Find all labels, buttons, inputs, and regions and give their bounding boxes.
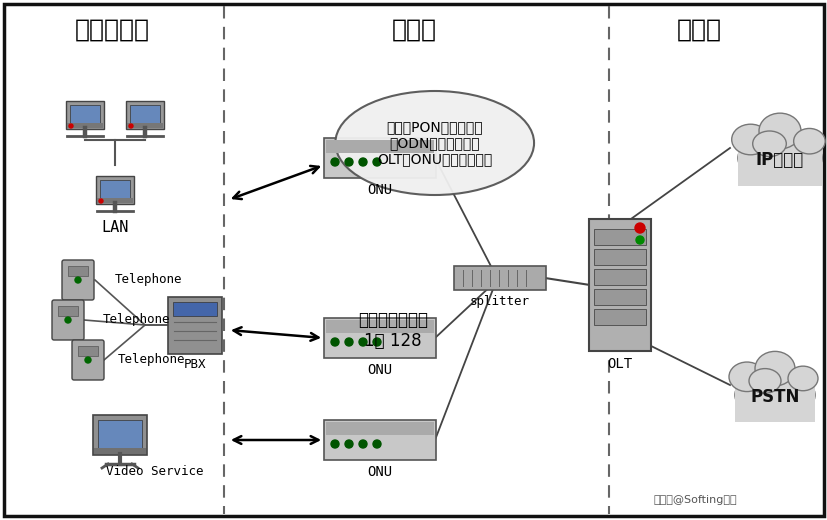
Text: 可采用PON的保护结构
对ODN和需要保护的
OLT、ONU实现冗余保护: 可采用PON的保护结构 对ODN和需要保护的 OLT、ONU实现冗余保护 bbox=[376, 120, 492, 166]
Text: ONU: ONU bbox=[367, 183, 392, 197]
Circle shape bbox=[345, 158, 352, 166]
FancyBboxPatch shape bbox=[168, 296, 222, 354]
FancyBboxPatch shape bbox=[72, 340, 104, 380]
FancyBboxPatch shape bbox=[326, 320, 433, 333]
Circle shape bbox=[65, 317, 71, 323]
Ellipse shape bbox=[731, 124, 768, 155]
Circle shape bbox=[69, 124, 73, 128]
FancyBboxPatch shape bbox=[70, 105, 100, 123]
Text: ONU: ONU bbox=[367, 465, 392, 479]
Ellipse shape bbox=[335, 91, 533, 195]
Circle shape bbox=[331, 158, 338, 166]
FancyBboxPatch shape bbox=[97, 198, 133, 203]
Ellipse shape bbox=[728, 362, 764, 392]
Ellipse shape bbox=[787, 366, 817, 391]
Text: 分支比最大可为
1： 128: 分支比最大可为 1： 128 bbox=[358, 311, 428, 349]
FancyBboxPatch shape bbox=[62, 260, 94, 300]
FancyBboxPatch shape bbox=[173, 302, 217, 316]
FancyBboxPatch shape bbox=[326, 140, 433, 153]
Text: Telephone: Telephone bbox=[115, 274, 182, 287]
FancyBboxPatch shape bbox=[323, 138, 436, 178]
Circle shape bbox=[359, 158, 366, 166]
Circle shape bbox=[331, 440, 338, 448]
FancyBboxPatch shape bbox=[66, 101, 104, 129]
Ellipse shape bbox=[752, 131, 786, 157]
FancyBboxPatch shape bbox=[98, 420, 141, 448]
Text: Telephone: Telephone bbox=[103, 314, 170, 327]
Ellipse shape bbox=[758, 113, 800, 149]
Text: splitter: splitter bbox=[470, 294, 529, 307]
Text: 用户驻地网: 用户驻地网 bbox=[74, 18, 149, 42]
FancyBboxPatch shape bbox=[593, 229, 645, 245]
Circle shape bbox=[129, 124, 133, 128]
Text: PBX: PBX bbox=[184, 358, 206, 371]
FancyBboxPatch shape bbox=[130, 105, 160, 123]
FancyBboxPatch shape bbox=[94, 448, 146, 454]
Circle shape bbox=[75, 277, 81, 283]
FancyBboxPatch shape bbox=[453, 266, 545, 290]
Text: LAN: LAN bbox=[101, 220, 128, 236]
Circle shape bbox=[99, 199, 103, 203]
FancyBboxPatch shape bbox=[127, 123, 163, 128]
FancyBboxPatch shape bbox=[323, 318, 436, 358]
Ellipse shape bbox=[754, 352, 794, 386]
Circle shape bbox=[635, 236, 643, 244]
Text: PSTN: PSTN bbox=[749, 388, 799, 406]
Circle shape bbox=[634, 223, 644, 233]
FancyBboxPatch shape bbox=[593, 289, 645, 305]
Text: ONU: ONU bbox=[367, 363, 392, 377]
FancyBboxPatch shape bbox=[100, 180, 130, 198]
FancyBboxPatch shape bbox=[4, 4, 823, 516]
Text: OLT: OLT bbox=[607, 357, 632, 371]
FancyBboxPatch shape bbox=[593, 309, 645, 325]
FancyBboxPatch shape bbox=[78, 346, 98, 356]
FancyBboxPatch shape bbox=[326, 422, 433, 435]
FancyBboxPatch shape bbox=[126, 101, 164, 129]
Circle shape bbox=[331, 338, 338, 346]
FancyBboxPatch shape bbox=[593, 249, 645, 265]
FancyBboxPatch shape bbox=[593, 269, 645, 285]
Ellipse shape bbox=[748, 369, 780, 393]
Circle shape bbox=[372, 440, 380, 448]
Text: Video Service: Video Service bbox=[106, 465, 203, 478]
Circle shape bbox=[372, 338, 380, 346]
Text: 接入网: 接入网 bbox=[391, 18, 436, 42]
Circle shape bbox=[345, 440, 352, 448]
Ellipse shape bbox=[734, 372, 814, 418]
FancyBboxPatch shape bbox=[52, 300, 84, 340]
FancyBboxPatch shape bbox=[737, 144, 821, 186]
Ellipse shape bbox=[737, 135, 821, 181]
Text: Telephone: Telephone bbox=[118, 354, 185, 367]
Text: 核心网: 核心网 bbox=[676, 18, 721, 42]
Circle shape bbox=[372, 158, 380, 166]
FancyBboxPatch shape bbox=[96, 176, 134, 204]
Circle shape bbox=[359, 338, 366, 346]
Circle shape bbox=[359, 440, 366, 448]
FancyBboxPatch shape bbox=[67, 123, 103, 128]
FancyBboxPatch shape bbox=[58, 306, 78, 316]
FancyBboxPatch shape bbox=[734, 381, 814, 422]
FancyBboxPatch shape bbox=[588, 219, 650, 351]
Circle shape bbox=[85, 357, 91, 363]
Text: 搜狐号@Softing中国: 搜狐号@Softing中国 bbox=[653, 495, 736, 505]
Ellipse shape bbox=[793, 128, 825, 154]
Text: IP骨干网: IP骨干网 bbox=[755, 151, 803, 169]
FancyBboxPatch shape bbox=[323, 420, 436, 460]
Circle shape bbox=[345, 338, 352, 346]
FancyBboxPatch shape bbox=[68, 266, 88, 276]
FancyBboxPatch shape bbox=[93, 415, 147, 455]
